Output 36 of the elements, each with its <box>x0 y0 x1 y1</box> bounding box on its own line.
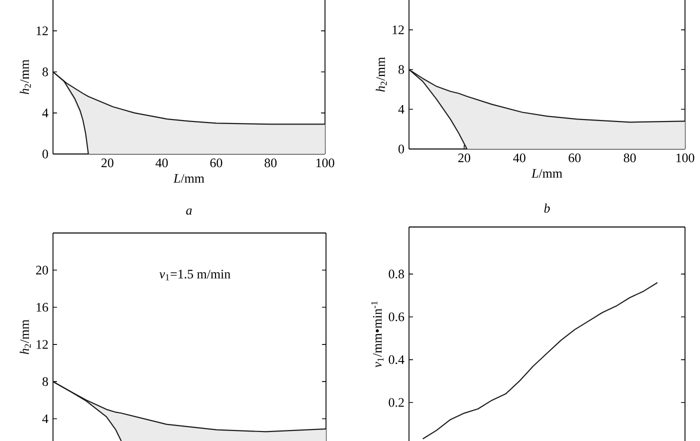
y-tick-label: 0.6 <box>388 312 404 322</box>
y-tick-label: 4 <box>42 414 48 423</box>
y-tick-label: 4 <box>398 104 404 114</box>
x-tick-label: 100 <box>676 154 694 162</box>
y-axis-title: h$_{2}$/mm <box>376 57 387 92</box>
y-tick-label: 8 <box>42 67 48 76</box>
x-tick-label: 60 <box>568 154 581 162</box>
y-tick-label: 4 <box>42 108 48 118</box>
y-axis-title: v$_{1}$/mm•min$^{-1}$ <box>371 301 384 368</box>
x-tick-label: 20 <box>101 158 114 168</box>
y-tick-label: 0 <box>42 150 48 158</box>
y-tick-label: 8 <box>398 65 404 74</box>
y-axis-title: h$_{2}$/mm <box>20 320 31 354</box>
x-tick-label: 60 <box>210 158 222 168</box>
y-tick-label: 12 <box>36 340 48 349</box>
x-axis-title: L/mm <box>531 169 562 178</box>
y-tick-label: 0.8 <box>388 270 404 278</box>
y-tick-label: 20 <box>36 266 48 275</box>
x-tick-label: 80 <box>264 158 277 168</box>
y-tick-label: 12 <box>36 26 48 36</box>
text: b <box>544 204 550 213</box>
x-tick-label: 100 <box>316 158 334 168</box>
y-tick-label: 12 <box>392 26 404 34</box>
y-axis-title: h$_{2}$/mm <box>20 60 31 94</box>
annotation: v$_{1}$=1.5 m/min <box>159 270 230 280</box>
x-tick-label: 20 <box>458 154 470 162</box>
x-axis-title: L/mm <box>173 174 204 183</box>
y-tick-label: 16 <box>36 302 48 312</box>
y-tick-label: 0 <box>398 144 404 154</box>
x-tick-label: 80 <box>624 154 636 162</box>
y-tick-label: 0.4 <box>388 355 404 364</box>
x-tick-label: 40 <box>156 158 168 168</box>
y-tick-label: 0.2 <box>388 398 404 407</box>
y-tick-label: 8 <box>42 377 48 386</box>
x-tick-label: 40 <box>513 154 526 162</box>
text: a <box>186 208 192 215</box>
